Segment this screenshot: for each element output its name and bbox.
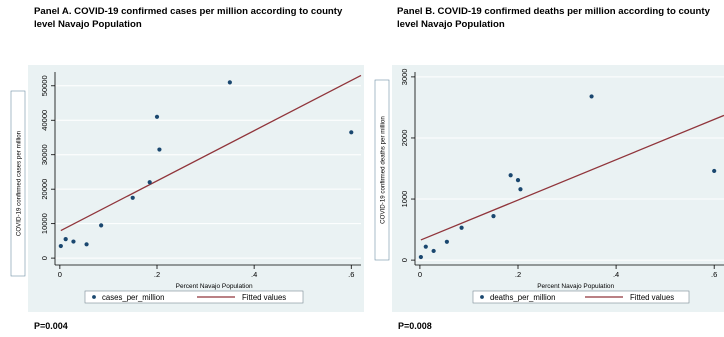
x-tick-label: .6 bbox=[711, 270, 717, 279]
y-tick-label: 2000 bbox=[400, 130, 409, 147]
scatter-point bbox=[349, 130, 354, 135]
fitted-values-line bbox=[60, 74, 362, 232]
x-axis-title: Percent Navajo Population bbox=[176, 283, 253, 290]
panel-b-p-value: P=0.008 bbox=[398, 321, 432, 331]
y-axis-title: COVID-19 confirmed cases per million bbox=[16, 130, 23, 236]
y-tick-label: 10000 bbox=[40, 213, 49, 234]
panel-a-title: Panel A. COVID-19 confirmed cases per mi… bbox=[34, 6, 343, 30]
scatter-point bbox=[431, 248, 436, 254]
scatter-point bbox=[712, 168, 717, 174]
scatter-point bbox=[71, 239, 76, 244]
y-axis-title-box bbox=[374, 79, 390, 261]
legend-box bbox=[84, 290, 304, 304]
x-tick-label: .6 bbox=[348, 270, 354, 279]
x-tick-label: 0 bbox=[418, 270, 422, 279]
x-tick-label: .4 bbox=[613, 270, 619, 279]
legend-box bbox=[472, 290, 690, 304]
y-axis-title-box bbox=[10, 90, 26, 277]
legend-marker-scatter bbox=[480, 295, 484, 299]
panel-b-plot-area bbox=[415, 72, 724, 265]
legend-label-scatter: cases_per_million bbox=[102, 293, 164, 302]
scatter-point bbox=[444, 239, 449, 244]
y-tick-label: 0 bbox=[400, 258, 409, 262]
legend-label-scatter: deaths_per_million bbox=[490, 293, 555, 302]
scatter-point bbox=[157, 147, 162, 152]
y-tick-label: 0 bbox=[40, 256, 49, 260]
x-tick-label: .2 bbox=[515, 270, 521, 279]
scatter-point bbox=[515, 178, 521, 183]
y-tick-label: 40000 bbox=[40, 110, 49, 131]
legend-marker-scatter bbox=[92, 295, 96, 299]
scatter-point bbox=[147, 180, 152, 185]
scatter-point bbox=[63, 237, 68, 242]
scatter-point bbox=[84, 242, 89, 247]
y-tick-label: 30000 bbox=[40, 144, 49, 165]
panel-a-plot-area bbox=[55, 72, 361, 265]
legend-label-line: Fitted values bbox=[630, 293, 674, 302]
scatter-point bbox=[518, 187, 523, 192]
scatter-point bbox=[491, 214, 496, 219]
y-tick-label: 3000 bbox=[400, 69, 409, 86]
x-tick-label: .4 bbox=[251, 270, 257, 279]
x-tick-label: 0 bbox=[58, 270, 62, 279]
legend-label-line: Fitted values bbox=[242, 293, 286, 302]
y-tick-label: 50000 bbox=[40, 75, 49, 96]
scatter-point bbox=[423, 244, 428, 249]
scatter-point bbox=[58, 243, 63, 249]
scatter-point bbox=[459, 225, 464, 230]
scatter-point bbox=[154, 114, 160, 119]
scatter-point bbox=[418, 254, 423, 260]
x-axis-title: Percent Navajo Population bbox=[537, 283, 614, 290]
scatter-point bbox=[99, 223, 104, 228]
panel-a-p-value: P=0.004 bbox=[34, 321, 68, 331]
fitted-values-line bbox=[420, 114, 724, 241]
scatter-point bbox=[130, 195, 135, 200]
y-tick-label: 1000 bbox=[400, 191, 409, 208]
scatter-point bbox=[508, 173, 513, 178]
scatter-point bbox=[227, 80, 232, 85]
x-tick-label: .2 bbox=[154, 270, 160, 279]
y-axis-title: COVID-19 confirmed deaths per million bbox=[380, 116, 387, 224]
scatter-point bbox=[589, 94, 594, 99]
panel-b-title: Panel B. COVID-19 confirmed deaths per m… bbox=[397, 6, 710, 30]
y-tick-label: 20000 bbox=[40, 179, 49, 200]
